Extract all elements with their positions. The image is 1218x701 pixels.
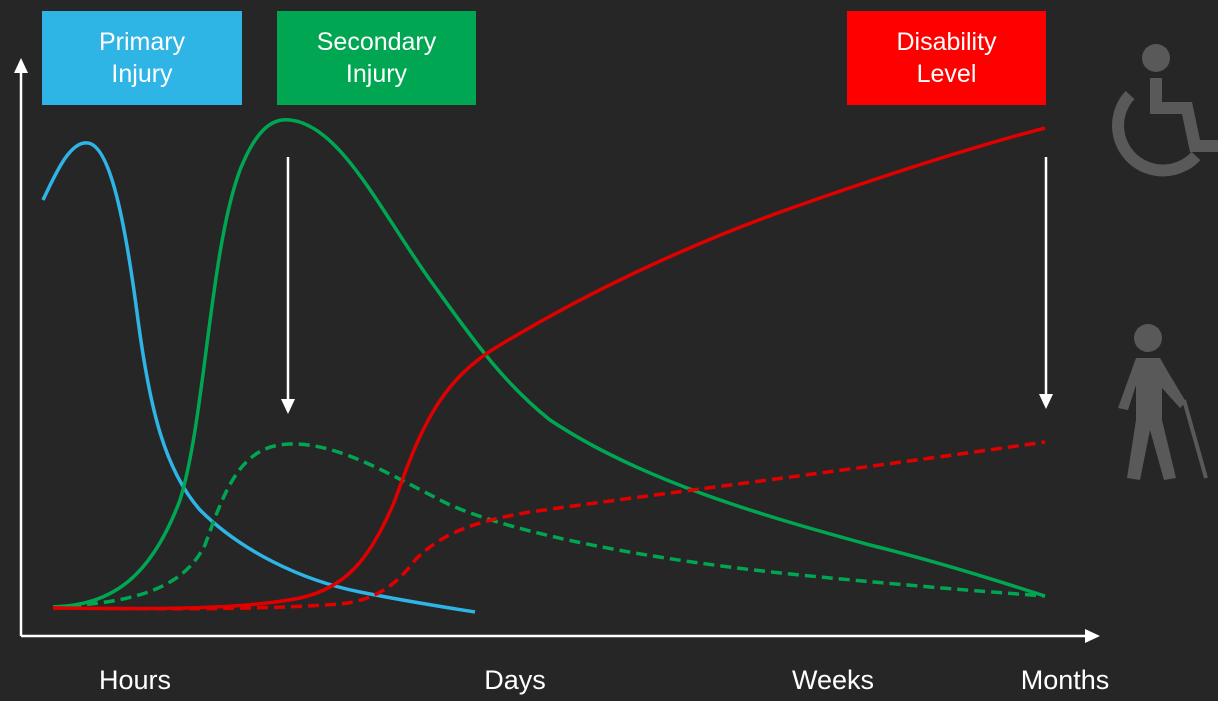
primary-injury-label-line1: Primary (98, 28, 186, 56)
disability-level-label-line1: Disability (896, 28, 997, 56)
x-axis-arrowhead (1085, 629, 1100, 643)
wheelchair-icon (1112, 44, 1218, 177)
secondary-reduction-arrowhead (281, 399, 295, 414)
primary-injury-label: Primary Injury (42, 11, 242, 105)
disability-level-label-line2: Level (916, 60, 977, 88)
x-tick-days: Days (484, 665, 546, 695)
x-tick-weeks: Weeks (791, 665, 875, 695)
y-axis-arrowhead (14, 58, 28, 73)
secondary-injury-label: Secondary Injury (277, 11, 476, 105)
x-tick-months: Months (1020, 665, 1110, 695)
disability-reduction-arrowhead (1039, 394, 1053, 409)
secondary-injury-label-line2: Injury (345, 60, 408, 88)
disability-level-reduced-curve (52, 440, 1046, 611)
disability-level-label: Disability Level (847, 11, 1046, 105)
x-tick-hours: Hours (98, 665, 172, 695)
secondary-injury-curve (52, 117, 1046, 609)
primary-injury-curve (41, 141, 476, 614)
primary-injury-label-line2: Injury (111, 60, 173, 88)
secondary-injury-reduced-curve (52, 442, 1046, 609)
secondary-injury-label-line1: Secondary (316, 28, 437, 56)
walking-cane-person-icon (1118, 324, 1208, 480)
disability-level-curve (52, 126, 1046, 611)
